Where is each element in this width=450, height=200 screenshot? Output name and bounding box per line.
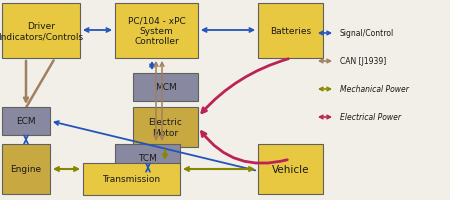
Text: PC/104 - xPC
System
Controller: PC/104 - xPC System Controller bbox=[128, 17, 185, 46]
Text: TCM: TCM bbox=[138, 154, 157, 163]
FancyBboxPatch shape bbox=[258, 4, 323, 59]
FancyBboxPatch shape bbox=[115, 4, 198, 59]
Text: Transmission: Transmission bbox=[103, 175, 161, 184]
FancyBboxPatch shape bbox=[133, 74, 198, 101]
Text: Signal/Control: Signal/Control bbox=[340, 29, 394, 38]
Text: Mechanical Power: Mechanical Power bbox=[340, 85, 409, 94]
FancyBboxPatch shape bbox=[133, 107, 198, 147]
Text: ECM: ECM bbox=[16, 117, 36, 126]
FancyBboxPatch shape bbox=[2, 144, 50, 194]
Text: Vehicle: Vehicle bbox=[272, 164, 309, 174]
Text: Batteries: Batteries bbox=[270, 27, 311, 36]
Text: Engine: Engine bbox=[10, 165, 41, 174]
Text: MCM: MCM bbox=[155, 83, 176, 92]
Text: Electric
Motor: Electric Motor bbox=[148, 118, 182, 137]
FancyBboxPatch shape bbox=[258, 144, 323, 194]
Text: Driver
Indicators/Controls: Driver Indicators/Controls bbox=[0, 22, 84, 41]
Text: Electrical Power: Electrical Power bbox=[340, 113, 401, 122]
FancyBboxPatch shape bbox=[2, 4, 80, 59]
FancyBboxPatch shape bbox=[2, 107, 50, 135]
Text: CAN [J1939]: CAN [J1939] bbox=[340, 57, 386, 66]
FancyBboxPatch shape bbox=[83, 163, 180, 195]
FancyBboxPatch shape bbox=[115, 144, 180, 172]
